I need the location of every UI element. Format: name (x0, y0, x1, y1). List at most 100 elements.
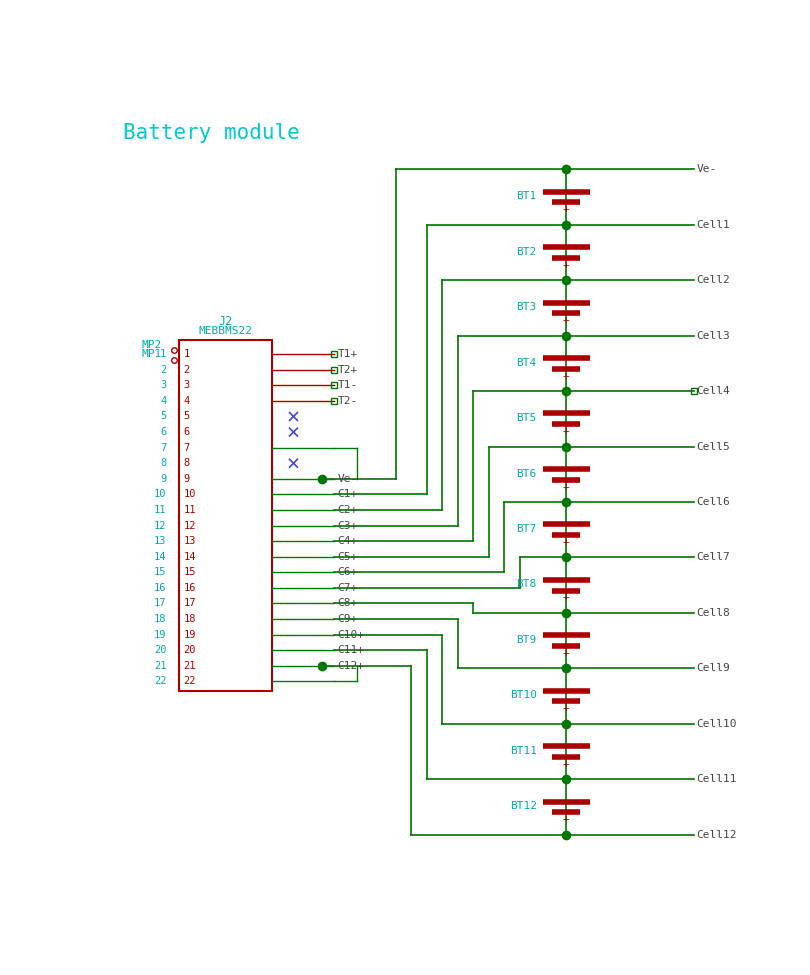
Text: 2: 2 (160, 365, 166, 374)
Text: T1+: T1+ (338, 349, 358, 359)
Text: C1+: C1+ (338, 489, 358, 499)
Text: +: + (563, 370, 569, 380)
Text: C2+: C2+ (338, 505, 358, 515)
Text: MEBBMS22: MEBBMS22 (198, 327, 252, 336)
Text: 1: 1 (160, 349, 166, 359)
Text: 4: 4 (160, 396, 166, 406)
Text: BT3: BT3 (517, 302, 537, 312)
Text: 5: 5 (183, 411, 190, 421)
Text: 22: 22 (183, 677, 196, 686)
Text: BT7: BT7 (517, 524, 537, 534)
Text: 16: 16 (183, 583, 196, 593)
Bar (179, 340, 271, 690)
Text: BT11: BT11 (509, 746, 537, 756)
Text: Ve-: Ve- (338, 474, 358, 484)
Text: 9: 9 (160, 474, 166, 484)
Text: Cell12: Cell12 (697, 830, 737, 839)
Text: 22: 22 (154, 677, 166, 686)
Text: Cell4: Cell4 (697, 386, 730, 396)
Text: 20: 20 (183, 645, 196, 655)
Text: 14: 14 (154, 552, 166, 562)
Text: 13: 13 (154, 536, 166, 546)
Text: C5+: C5+ (338, 552, 358, 562)
Text: 10: 10 (183, 489, 196, 499)
Text: 21: 21 (154, 661, 166, 671)
Text: 16: 16 (154, 583, 166, 593)
Text: Cell2: Cell2 (697, 275, 730, 286)
Text: 15: 15 (154, 567, 166, 577)
Text: 5: 5 (160, 411, 166, 421)
Text: Cell9: Cell9 (697, 663, 730, 674)
Text: BT4: BT4 (517, 358, 537, 368)
Text: MP2: MP2 (142, 340, 162, 350)
Text: 21: 21 (183, 661, 196, 671)
Text: 7: 7 (183, 443, 190, 452)
Text: C12+: C12+ (338, 661, 364, 671)
Text: BT10: BT10 (509, 690, 537, 700)
Text: J2: J2 (218, 315, 232, 328)
Text: C10+: C10+ (338, 630, 364, 640)
Text: 18: 18 (154, 614, 166, 624)
Text: 6: 6 (183, 427, 190, 437)
Text: +: + (563, 426, 569, 436)
Text: 14: 14 (183, 552, 196, 562)
Text: Cell7: Cell7 (697, 553, 730, 563)
Text: +: + (563, 482, 569, 491)
Text: Cell10: Cell10 (697, 719, 737, 728)
Text: Cell1: Cell1 (697, 219, 730, 230)
Text: Ve-: Ve- (697, 165, 717, 175)
Text: BT8: BT8 (517, 579, 537, 590)
Text: Cell5: Cell5 (697, 442, 730, 451)
Text: C7+: C7+ (338, 583, 358, 593)
Text: T2+: T2+ (338, 365, 358, 374)
Text: +: + (563, 205, 569, 214)
Text: C9+: C9+ (338, 614, 358, 624)
Text: +: + (563, 814, 569, 824)
Text: Battery module: Battery module (123, 123, 300, 142)
Text: C3+: C3+ (338, 521, 358, 530)
Text: 10: 10 (154, 489, 166, 499)
Text: BT6: BT6 (517, 469, 537, 479)
Text: +: + (563, 537, 569, 547)
Text: +: + (563, 260, 569, 270)
Text: 3: 3 (183, 380, 190, 390)
Text: 13: 13 (183, 536, 196, 546)
Text: 12: 12 (154, 521, 166, 530)
Text: 1: 1 (183, 349, 190, 359)
Text: BT12: BT12 (509, 801, 537, 811)
Text: 11: 11 (183, 505, 196, 515)
Text: BT1: BT1 (517, 191, 537, 201)
Text: 2: 2 (183, 365, 190, 374)
Text: Cell8: Cell8 (697, 607, 730, 618)
Text: 8: 8 (160, 458, 166, 468)
Text: 12: 12 (183, 521, 196, 530)
Text: 18: 18 (183, 614, 196, 624)
Text: C8+: C8+ (338, 599, 358, 608)
Text: 9: 9 (183, 474, 190, 484)
Text: +: + (563, 593, 569, 603)
Text: 3: 3 (160, 380, 166, 390)
Text: 19: 19 (183, 630, 196, 640)
Text: 17: 17 (183, 599, 196, 608)
Text: BT2: BT2 (517, 247, 537, 256)
Text: BT9: BT9 (517, 635, 537, 644)
Text: 19: 19 (154, 630, 166, 640)
Text: +: + (563, 759, 569, 769)
Text: T2-: T2- (338, 396, 358, 406)
Text: 11: 11 (154, 505, 166, 515)
Text: BT5: BT5 (517, 413, 537, 423)
Text: 6: 6 (160, 427, 166, 437)
Text: +: + (563, 703, 569, 714)
Text: C6+: C6+ (338, 567, 358, 577)
Text: T1-: T1- (338, 380, 358, 390)
Text: Cell6: Cell6 (697, 497, 730, 507)
Text: C11+: C11+ (338, 645, 364, 655)
Text: Cell3: Cell3 (697, 331, 730, 340)
Text: Cell11: Cell11 (697, 774, 737, 784)
Text: 8: 8 (183, 458, 190, 468)
Text: MP1: MP1 (142, 349, 162, 359)
Text: 17: 17 (154, 599, 166, 608)
Text: +: + (563, 648, 569, 658)
Text: 4: 4 (183, 396, 190, 406)
Text: 20: 20 (154, 645, 166, 655)
